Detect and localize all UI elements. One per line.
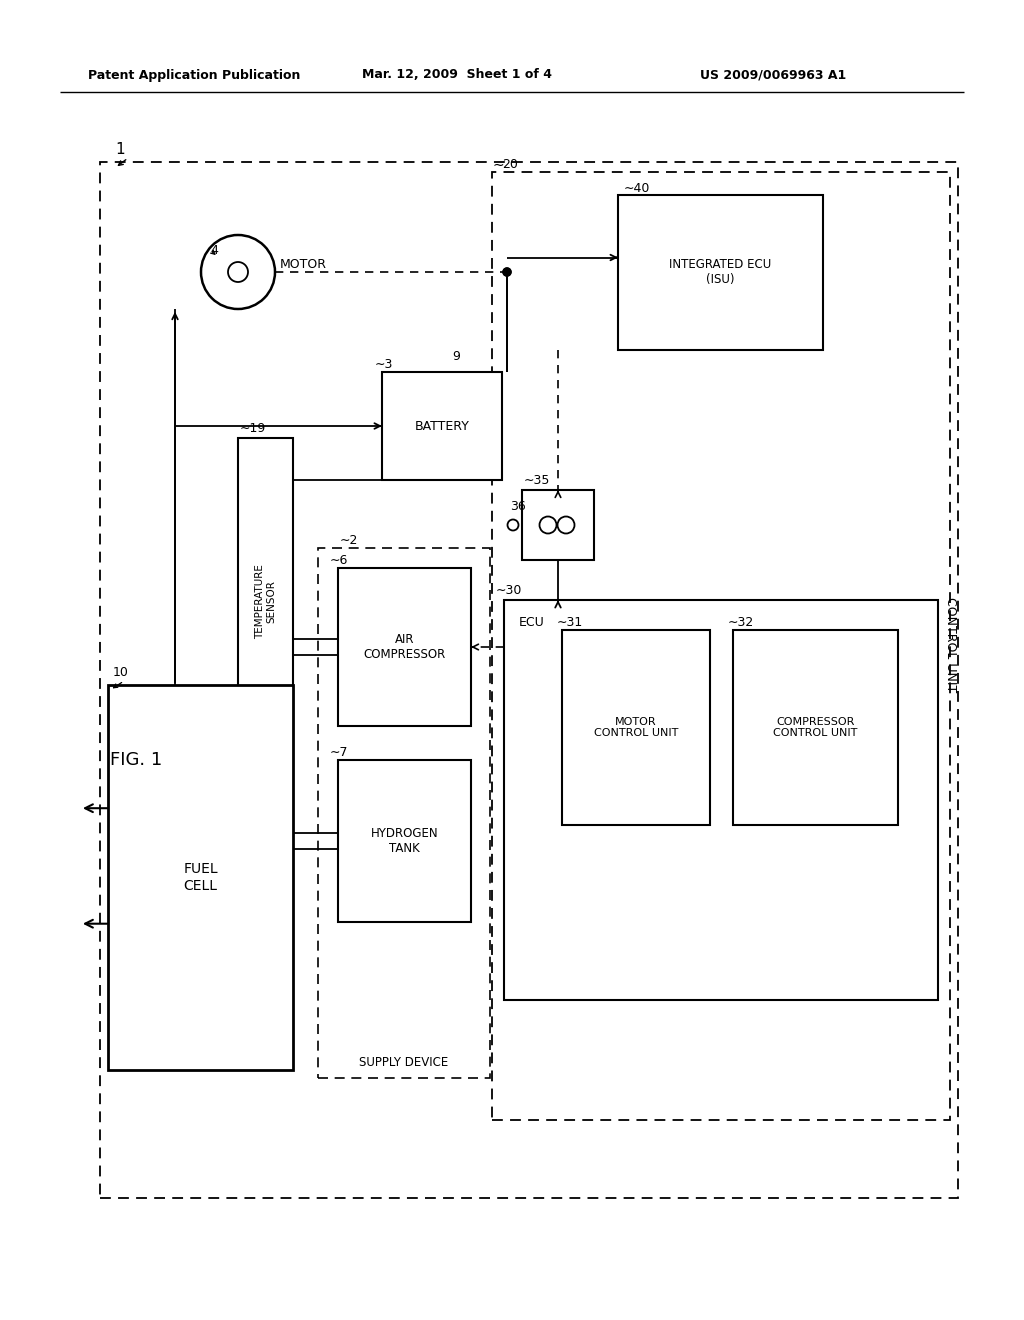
Text: 10: 10 [113,667,129,680]
Text: Mar. 12, 2009  Sheet 1 of 4: Mar. 12, 2009 Sheet 1 of 4 [362,69,552,82]
Text: ∼30: ∼30 [496,583,522,597]
Bar [338,760,471,921]
Text: 1: 1 [115,143,125,157]
Bar [338,568,471,726]
Text: 9: 9 [452,351,460,363]
Text: FUEL
CELL: FUEL CELL [183,862,218,892]
Text: CONTROL UNIT: CONTROL UNIT [944,598,957,693]
Text: INTEGRATED ECU
(ISU): INTEGRATED ECU (ISU) [670,259,772,286]
Text: 20: 20 [502,158,518,172]
Bar [733,630,898,825]
Text: MOTOR
CONTROL UNIT: MOTOR CONTROL UNIT [594,717,678,738]
Text: FIG. 1: FIG. 1 [110,751,162,770]
Text: HYDROGEN
TANK: HYDROGEN TANK [371,828,438,855]
Text: TEMPERATURE
SENSOR: TEMPERATURE SENSOR [255,565,276,639]
Bar [238,438,293,766]
Text: ∼40: ∼40 [624,181,650,194]
Text: ∼7: ∼7 [330,746,348,759]
Bar [562,630,710,825]
Bar [618,195,823,350]
Text: Patent Application Publication: Patent Application Publication [88,69,300,82]
Text: ∼31: ∼31 [557,615,584,628]
Text: 36: 36 [510,499,525,512]
Text: BATTERY: BATTERY [415,420,469,433]
Bar [504,601,938,1001]
Text: ∼35: ∼35 [524,474,550,487]
Circle shape [503,268,511,276]
Text: ∼2: ∼2 [340,533,358,546]
Bar [100,162,958,1199]
Text: AIR
COMPRESSOR: AIR COMPRESSOR [364,634,445,661]
Text: ∼3: ∼3 [375,359,393,371]
Bar [318,548,490,1078]
Text: MOTOR: MOTOR [280,257,327,271]
Text: 4: 4 [210,243,218,256]
Text: ∼32: ∼32 [728,615,755,628]
Text: ∼6: ∼6 [330,553,348,566]
Text: COMPRESSOR
CONTROL UNIT: COMPRESSOR CONTROL UNIT [773,717,858,738]
Text: US 2009/0069963 A1: US 2009/0069963 A1 [700,69,846,82]
Bar [108,685,293,1071]
Bar [522,490,594,560]
Bar [492,172,950,1119]
Text: ∼: ∼ [493,158,505,172]
Bar [382,372,502,480]
Text: ∼19: ∼19 [240,421,266,434]
Text: SUPPLY DEVICE: SUPPLY DEVICE [359,1056,449,1069]
Circle shape [503,268,511,276]
Text: ECU: ECU [519,615,545,628]
